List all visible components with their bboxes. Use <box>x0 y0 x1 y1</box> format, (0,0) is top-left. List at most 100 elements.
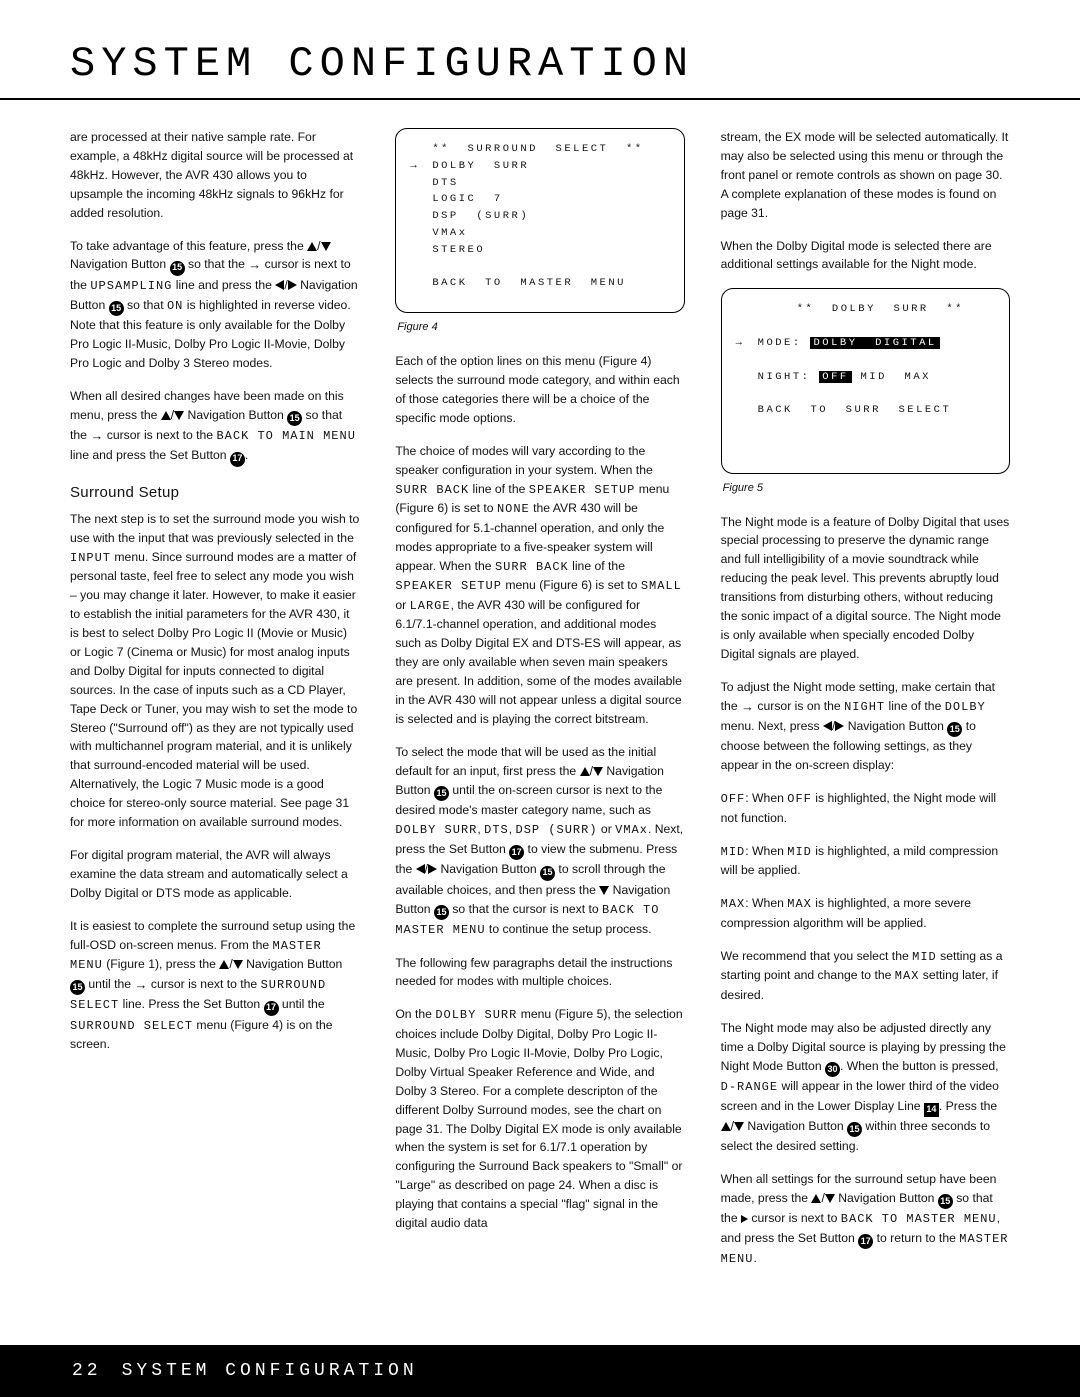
button-ref-icon: 17 <box>230 452 245 467</box>
button-ref-icon: 15 <box>540 866 555 881</box>
osd-text: UPSAMPLING <box>90 279 172 293</box>
panel-highlight: OFF <box>819 371 851 383</box>
osd-text: SURR BACK <box>495 560 569 574</box>
text: . <box>753 1251 756 1265</box>
figure-caption: Figure 5 <box>723 480 1010 497</box>
text: The choice of modes will vary according … <box>395 444 652 477</box>
button-ref-icon: 17 <box>509 845 524 860</box>
text: so that the <box>185 257 249 271</box>
text: . When the button is pressed, <box>840 1059 999 1073</box>
osd-text: SURR BACK <box>395 483 469 497</box>
text: Navigation Button <box>844 719 947 733</box>
body-text: To select the mode that will be used as … <box>395 743 684 940</box>
text: line. Press the <box>119 997 203 1011</box>
panel-option: MID <box>861 371 887 383</box>
page-number: 22 <box>72 1361 102 1381</box>
page: SYSTEM CONFIGURATION are processed at th… <box>0 0 1080 1397</box>
button-ref-icon: 17 <box>858 1234 873 1249</box>
button-ref-icon: 15 <box>938 1194 953 1209</box>
up-icon <box>811 1194 821 1203</box>
column-2: ** SURROUND SELECT **→ DOLBY SURRDTSLOGI… <box>395 128 684 1283</box>
text: On the <box>395 1007 435 1021</box>
text: until the <box>279 997 325 1011</box>
osd-text: DOLBY SURR <box>435 1008 517 1022</box>
body-text: For digital program material, the AVR wi… <box>70 846 359 903</box>
text: so that <box>124 298 167 312</box>
osd-text: DOLBY SURR <box>395 823 477 837</box>
osd-text: SMALL <box>641 579 682 593</box>
down-icon <box>593 767 603 776</box>
text: Set Button <box>449 842 509 856</box>
button-ref-icon: 15 <box>434 905 449 920</box>
osd-text: DTS <box>484 823 509 837</box>
footer-label: SYSTEM CONFIGURATION <box>122 1361 418 1381</box>
osd-text: OFF <box>721 792 746 806</box>
up-icon <box>161 411 171 420</box>
panel-line: LOGIC 7 <box>410 191 502 208</box>
osd-panel-fig5: ** DOLBY SURR ** → MODE: DOLBY DIGITAL N… <box>721 288 1010 473</box>
text: menu (Figure 5), the selection choices i… <box>395 1007 682 1230</box>
text: , <box>509 822 516 836</box>
text: : When <box>745 791 787 805</box>
panel-line: VMAx <box>410 225 467 242</box>
body-text: Each of the option lines on this menu (F… <box>395 352 684 428</box>
osd-text: LARGE <box>410 599 451 613</box>
body-text: The following few paragraphs detail the … <box>395 954 684 992</box>
text: to return to the <box>873 1231 959 1245</box>
text: The next step is to set the surround mod… <box>70 512 359 545</box>
panel-title: ** SURROUND SELECT ** <box>410 141 643 158</box>
osd-text: MAX <box>721 897 746 911</box>
osd-text: BACK TO MASTER MENU <box>841 1212 997 1226</box>
text: or <box>598 822 616 836</box>
osd-text: SURROUND SELECT <box>70 1019 193 1033</box>
button-ref-icon: 15 <box>847 1122 862 1137</box>
panel-label: NIGHT: <box>758 371 811 383</box>
text: to continue the setup process. <box>486 922 652 936</box>
body-text: The Night mode may also be adjusted dire… <box>721 1019 1010 1156</box>
text: Set Button <box>170 448 230 462</box>
columns: are processed at their native sample rat… <box>60 128 1020 1283</box>
display-ref-icon: 14 <box>924 1103 939 1117</box>
text: so that the cursor is next to <box>449 902 602 916</box>
title-rule <box>0 98 1080 100</box>
right-arrow-icon: → <box>134 975 147 995</box>
column-3: stream, the EX mode will be selected aut… <box>721 128 1010 1283</box>
panel-highlight: DOLBY DIGITAL <box>810 337 939 349</box>
body-text: We recommend that you select the MID set… <box>721 947 1010 1005</box>
column-1: are processed at their native sample rat… <box>70 128 359 1283</box>
text: (Figure 1), press the <box>103 957 220 971</box>
text: Night Mode Button <box>721 1059 825 1073</box>
panel-line: DOLBY SURR <box>432 160 529 172</box>
osd-panel-fig4: ** SURROUND SELECT **→ DOLBY SURRDTSLOGI… <box>395 128 684 313</box>
panel-label: MODE: <box>758 337 802 349</box>
right-icon <box>835 721 844 731</box>
up-icon <box>721 1122 731 1131</box>
page-footer: 22 SYSTEM CONFIGURATION <box>0 1345 1080 1397</box>
osd-text: VMAx <box>615 823 648 837</box>
text: We recommend that you select the <box>721 949 912 963</box>
panel-line: STEREO <box>410 242 485 259</box>
right-arrow-icon: → <box>90 426 103 446</box>
down-icon <box>233 960 243 969</box>
osd-text: MAX <box>787 897 812 911</box>
text: The Night mode may also be adjusted dire… <box>721 1021 1006 1054</box>
osd-text: MID <box>721 845 746 859</box>
osd-text: DSP (SURR) <box>516 823 598 837</box>
text: Navigation Button <box>70 257 170 271</box>
osd-text: DOLBY <box>945 700 986 714</box>
button-ref-icon: 15 <box>70 980 85 995</box>
body-text: To take advantage of this feature, press… <box>70 237 359 373</box>
text: cursor is on the <box>754 699 844 713</box>
body-text: The next step is to set the surround mod… <box>70 510 359 832</box>
osd-text: NONE <box>497 502 530 516</box>
osd-text: ON <box>167 299 183 313</box>
text: or <box>395 598 409 612</box>
panel-line: DSP (SURR) <box>410 208 529 225</box>
osd-text: INPUT <box>70 551 111 565</box>
text: . Press the <box>939 1099 997 1113</box>
text: Set Button <box>203 997 263 1011</box>
text: line and press the <box>172 278 275 292</box>
button-ref-icon: 17 <box>264 1001 279 1016</box>
panel-title: ** DOLBY SURR ** <box>736 301 995 318</box>
button-ref-icon: 15 <box>109 301 124 316</box>
